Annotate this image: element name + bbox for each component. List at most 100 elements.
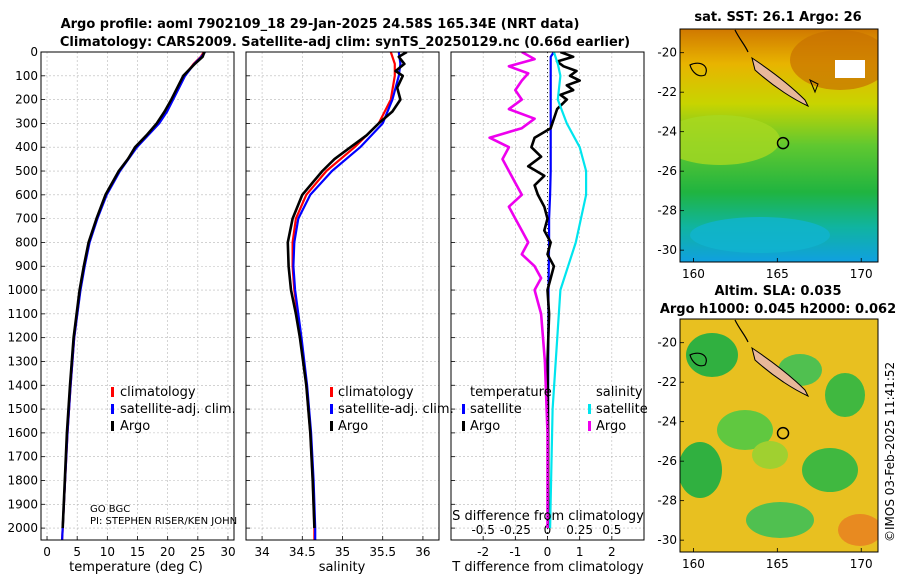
x-tick-label: 36 [415,545,430,559]
y-tick-label: 300 [15,116,38,130]
legend-climatology: climatology [338,385,414,400]
coastline [734,319,749,343]
x-tick-label: -1 [509,545,521,559]
y-tick-label: 1400 [7,378,38,392]
lon-tick-label: 160 [682,267,705,281]
series-climatology [61,52,205,540]
sla-map-title2: Argo h1000: 0.045 h2000: 0.062 [660,302,896,317]
s-tick-label: 0.5 [602,523,621,537]
temperature-legend: climatology satellite-adj. clim. Argo [111,385,236,434]
temperature-panel: 0100200300400500600700800900100011001200… [7,45,235,559]
lat-tick-label: -22 [657,85,677,99]
series-s-argo [488,52,549,529]
argo-position-marker [776,426,790,440]
axes-frame [450,51,645,541]
legend-argo: Argo [120,419,150,434]
coastline [689,352,707,367]
sla-map-ticks: 160 165 170 -20 -22 -24 -26 -28 -30 [657,336,872,571]
lat-tick-label: -28 [657,494,677,508]
coastline [689,62,707,77]
s-tick-label: 0 [544,523,552,537]
y-tick-label: 100 [15,69,38,83]
salinity-panel: 34 34.5 35 35.5 36 [245,51,440,559]
legend-swatch-argo [111,421,114,431]
sla-high-patch [825,373,865,417]
lat-tick-label: -30 [657,243,677,257]
lat-tick-label: -24 [657,415,677,429]
coastline [809,78,819,94]
legend-swatch-satellite [111,404,114,414]
axes-frame [40,51,235,541]
x-tick-label: 35 [335,545,350,559]
x-tick-label: 34.5 [289,545,316,559]
t-difference-xlabel: T difference from climatology [451,560,644,575]
axes-frame [245,51,440,541]
grid [246,51,439,540]
x-tick-label: 0 [544,545,552,559]
series-satellite-adj-clim- [292,52,402,540]
new-caledonia-shape [751,56,810,108]
lat-tick-label: -26 [657,164,677,178]
legend-swatch-climatology [111,387,114,397]
coastline [734,29,749,53]
y-tick-label: 900 [15,259,38,273]
y-tick-label: 600 [15,188,38,202]
legend-swatch-t-satellite [462,404,465,414]
legend-t-argo: Argo [470,419,500,434]
x-tick-label: 30 [220,545,235,559]
legend-swatch-s-satellite [588,404,591,414]
lat-tick-label: -20 [657,336,677,350]
sst-map: sat. SST: 26.1 Argo: 26 160 165 170 -20 -22 -… [657,10,879,281]
lon-tick-label: 165 [766,267,789,281]
series-t-argo [526,52,582,529]
series-group [61,52,206,540]
sla-high-patch [746,502,814,538]
lat-tick-label: -22 [657,375,677,389]
legend-temperature-header: temperature [470,385,552,400]
y-tick-label: 1800 [7,473,38,487]
x-tick-label: 5 [73,545,81,559]
legend-climatology: climatology [120,385,196,400]
pi-text-line2: PI: STEPHEN RISER/KEN JOHN [90,516,237,527]
y-tick-label: 0 [30,45,38,59]
sla-high-patch [680,442,722,498]
y-tick-label: 1700 [7,450,38,464]
sst-map-frame [679,28,879,263]
y-tick-label: 1600 [7,426,38,440]
legend-swatch-satellite [330,404,333,414]
y-tick-label: 500 [15,164,38,178]
legend-s-argo: Argo [596,419,626,434]
x-tick-label: 10 [100,545,115,559]
sla-low-patch [838,514,878,546]
figure-title-line2: Climatology: CARS2009. Satellite-adj cli… [60,35,630,50]
legend-satellite: satellite-adj. clim. [338,402,454,417]
legend-s-satellite: satellite [596,402,648,417]
sst-warm-patch [680,115,780,165]
y-tick-label: 1500 [7,402,38,416]
salinity-xlabel: salinity [319,560,366,575]
x-tick-label: 1 [576,545,584,559]
imos-credit: ©IMOS 03-Feb-2025 11:41:52 [883,362,897,542]
sla-high-patch [802,448,858,492]
lat-tick-label: -28 [657,204,677,218]
x-tick-label: 0 [43,545,51,559]
y-tick-label: 1100 [7,307,38,321]
lon-tick-label: 170 [850,557,873,571]
lat-tick-label: -26 [657,454,677,468]
sla-map-frame [679,318,879,553]
sst-missing-data [835,60,865,78]
x-tick-label: -2 [477,545,489,559]
s-tick-label: -0.25 [500,523,531,537]
x-tick-label: 25 [190,545,205,559]
lon-tick-label: 170 [850,267,873,281]
series-argo [286,52,408,529]
y-tick-label: 1200 [7,331,38,345]
lon-tick-label: 165 [766,557,789,571]
legend-swatch-t-argo [462,421,465,431]
x-tick-label: 34 [254,545,269,559]
legend-swatch-climatology [330,387,333,397]
legend-salinity-header: salinity [596,385,643,400]
s-tick-label: 0.25 [566,523,593,537]
legend-swatch-s-argo [588,421,591,431]
